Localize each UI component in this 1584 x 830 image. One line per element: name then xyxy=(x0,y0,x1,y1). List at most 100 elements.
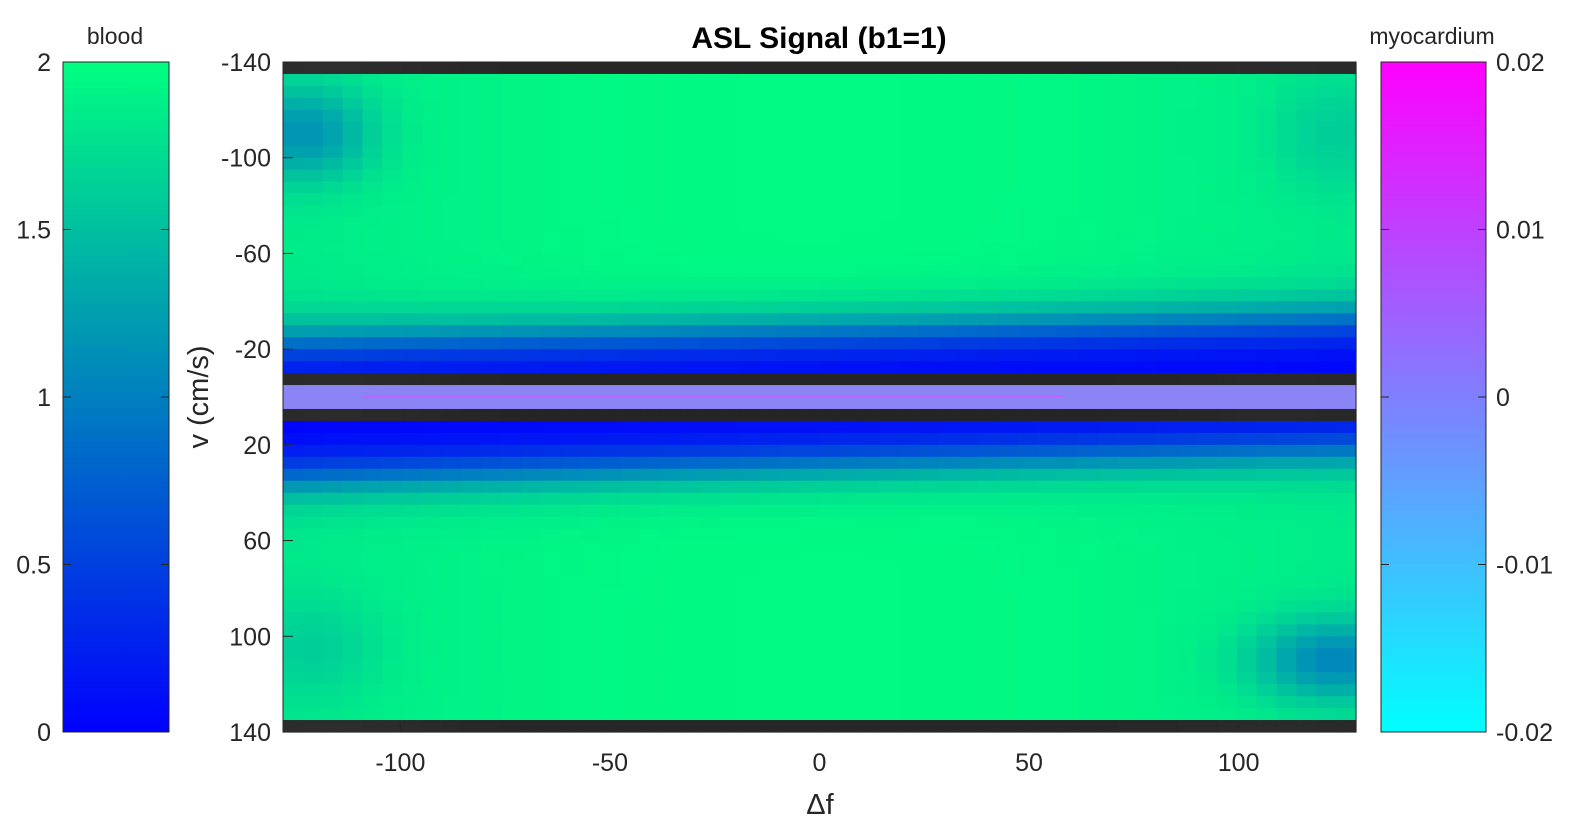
heatmap-cell xyxy=(581,444,602,458)
heatmap-cell xyxy=(1296,660,1317,673)
heatmap-cell xyxy=(1077,313,1099,326)
heatmap-cell xyxy=(1137,301,1158,314)
heatmap-cell xyxy=(740,217,761,231)
heatmap-cell xyxy=(1197,133,1218,147)
heatmap-cell xyxy=(640,456,662,470)
heatmap-cell xyxy=(1316,504,1337,518)
heatmap-cell xyxy=(561,133,582,147)
heatmap-cell xyxy=(1296,193,1317,207)
heatmap-cell xyxy=(1018,432,1039,446)
heatmap-cell xyxy=(1256,612,1278,625)
heatmap-cell xyxy=(1038,432,1059,446)
heatmap-cell xyxy=(700,696,721,709)
heatmap-cell xyxy=(541,420,562,434)
heatmap-cell xyxy=(958,636,980,649)
heatmap-cell xyxy=(1216,253,1238,266)
heatmap-cell xyxy=(581,397,602,410)
heatmap-cell xyxy=(898,648,920,661)
heatmap-cell xyxy=(382,397,403,410)
heatmap-cell xyxy=(1077,241,1099,255)
heatmap-cell xyxy=(322,301,344,314)
heatmap-cell xyxy=(660,492,682,506)
heatmap-cell xyxy=(1018,97,1039,111)
heatmap-cell xyxy=(938,193,960,207)
heatmap-cell xyxy=(322,361,344,374)
heatmap-cell xyxy=(799,73,821,87)
heatmap-cell xyxy=(402,648,423,661)
heatmap-cell xyxy=(720,241,741,255)
heatmap-cell xyxy=(720,373,741,386)
heatmap-cell xyxy=(1018,289,1039,302)
heatmap-cell xyxy=(640,420,662,434)
heatmap-cell xyxy=(759,62,781,75)
heatmap-cell xyxy=(600,385,622,398)
heatmap-cell xyxy=(740,672,761,685)
heatmap-cell xyxy=(1177,624,1198,637)
heatmap-cell xyxy=(799,121,821,135)
heatmap-cell xyxy=(1236,385,1258,398)
heatmap-cell xyxy=(759,373,781,386)
heatmap-cell xyxy=(501,325,523,338)
heatmap-cell xyxy=(600,672,622,685)
heatmap-cell xyxy=(819,121,840,135)
heatmap-cell xyxy=(1276,349,1297,362)
heatmap-cell xyxy=(998,444,1019,458)
heatmap-cell xyxy=(1038,684,1059,697)
heatmap-cell xyxy=(839,540,860,554)
heatmap-cell xyxy=(342,612,364,625)
heatmap-cell xyxy=(283,253,304,266)
heatmap-cell xyxy=(1137,181,1158,195)
heatmap-cell xyxy=(600,205,622,219)
heatmap-cell xyxy=(879,696,900,709)
heatmap-cell xyxy=(759,552,781,566)
heatmap-cell xyxy=(1177,265,1198,278)
heatmap-cell xyxy=(859,552,880,566)
heatmap-cell xyxy=(859,313,880,326)
heatmap-cell xyxy=(1276,121,1297,135)
heatmap-cell xyxy=(600,265,622,278)
heatmap-cell xyxy=(978,720,999,733)
heatmap-cell xyxy=(799,85,821,99)
heatmap-cell xyxy=(1296,552,1317,566)
heatmap-cell xyxy=(581,408,602,422)
heatmap-cell xyxy=(561,432,582,446)
heatmap-cell xyxy=(541,672,562,685)
heatmap-cell xyxy=(898,720,920,733)
heatmap-cell xyxy=(958,504,980,518)
heatmap-cell xyxy=(342,97,364,111)
heatmap-cell xyxy=(501,193,523,207)
heatmap-cell xyxy=(879,337,900,350)
heatmap-cell xyxy=(918,636,940,649)
heatmap-cell xyxy=(302,600,324,613)
heatmap-cell xyxy=(561,325,582,338)
heatmap-cell xyxy=(481,277,503,290)
heatmap-cell xyxy=(898,600,920,613)
heatmap-cell xyxy=(998,145,1019,159)
heatmap-cell xyxy=(1057,504,1079,518)
heatmap-cell xyxy=(1038,169,1059,183)
heatmap-cell xyxy=(978,564,999,578)
heatmap-cell xyxy=(819,277,840,290)
heatmap-cell xyxy=(283,516,304,530)
heatmap-cell xyxy=(660,385,682,398)
heatmap-cell xyxy=(600,708,622,721)
heatmap-cell xyxy=(521,385,542,398)
heatmap-cell xyxy=(1137,576,1158,590)
heatmap-cell xyxy=(918,444,940,458)
heatmap-cell xyxy=(898,325,920,338)
heatmap-cell xyxy=(839,444,860,458)
heatmap-cell xyxy=(402,217,423,231)
heatmap-cell xyxy=(819,720,840,733)
heatmap-cell xyxy=(1296,648,1317,661)
heatmap-cell xyxy=(859,301,880,314)
heatmap-cell xyxy=(461,181,483,195)
heatmap-cell xyxy=(700,217,721,231)
heatmap-cell xyxy=(1097,504,1119,518)
heatmap-cell xyxy=(839,480,860,494)
heatmap-cell xyxy=(581,349,602,362)
heatmap-cell xyxy=(1018,337,1039,350)
heatmap-cell xyxy=(322,193,344,207)
heatmap-cell xyxy=(501,456,523,470)
